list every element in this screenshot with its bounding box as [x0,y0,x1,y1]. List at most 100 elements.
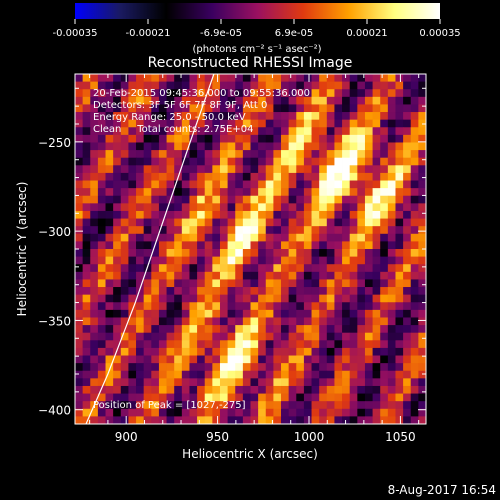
heatmap-pixel [151,264,160,273]
heatmap-pixel [242,81,251,90]
heatmap-pixel [288,401,297,410]
heatmap-pixel [204,188,213,197]
heatmap-pixel [212,408,221,417]
heatmap-pixel [227,134,236,143]
heatmap-pixel [288,142,297,151]
heatmap-pixel [357,172,366,181]
heatmap-pixel [197,378,206,387]
heatmap-pixel [410,157,419,166]
heatmap-pixel [235,218,244,227]
heatmap-pixel [97,378,106,387]
heatmap-pixel [235,127,244,136]
heatmap-pixel [181,226,190,235]
heatmap-pixel [334,256,343,265]
heatmap-pixel [242,271,251,280]
heatmap-pixel [372,188,381,197]
heatmap-pixel [158,81,167,90]
heatmap-pixel [395,355,404,364]
heatmap-pixel [342,256,351,265]
heatmap-pixel [242,302,251,311]
heatmap-pixel [82,271,91,280]
heatmap-pixel [151,165,160,174]
heatmap-pixel [372,226,381,235]
heatmap-pixel [136,150,145,159]
heatmap-pixel [197,195,206,204]
heatmap-pixel [296,233,305,242]
heatmap-pixel [296,188,305,197]
heatmap-pixel [410,264,419,273]
heatmap-pixel [174,188,183,197]
heatmap-pixel [250,271,259,280]
heatmap-pixel [113,256,122,265]
heatmap-pixel [319,370,328,379]
heatmap-pixel [250,302,259,311]
heatmap-pixel [319,218,328,227]
heatmap-pixel [334,165,343,174]
heatmap-pixel [410,104,419,113]
heatmap-pixel [113,309,122,318]
heatmap-pixel [364,134,373,143]
heatmap-pixel [158,340,167,349]
heatmap-pixel [364,393,373,402]
heatmap-pixel [174,302,183,311]
heatmap-pixel [364,249,373,258]
heatmap-pixel [166,172,175,181]
heatmap-pixel [242,241,251,250]
heatmap-pixel [357,249,366,258]
heatmap-pixel [143,210,152,219]
y-tick-label: −300 [38,225,71,239]
heatmap-pixel [204,363,213,372]
heatmap-pixel [319,195,328,204]
heatmap-pixel [174,127,183,136]
heatmap-pixel [158,370,167,379]
heatmap-pixel [281,302,290,311]
heatmap-pixel [319,287,328,296]
heatmap-pixel [273,408,282,417]
heatmap-pixel [181,134,190,143]
heatmap-pixel [357,332,366,341]
heatmap-pixel [136,218,145,227]
heatmap-pixel [387,233,396,242]
heatmap-pixel [166,241,175,250]
heatmap-pixel [273,96,282,105]
heatmap-pixel [189,271,198,280]
heatmap-pixel [372,325,381,334]
heatmap-pixel [75,188,84,197]
heatmap-pixel [288,203,297,212]
heatmap-pixel [288,218,297,227]
heatmap-pixel [97,271,106,280]
heatmap-pixel [326,81,335,90]
heatmap-pixel [296,408,305,417]
heatmap-pixel [395,188,404,197]
heatmap-pixel [242,287,251,296]
heatmap-pixel [120,188,129,197]
heatmap-pixel [105,157,114,166]
heatmap-pixel [143,142,152,151]
y-tick-label: −250 [38,136,71,150]
heatmap-pixel [113,332,122,341]
heatmap-pixel [349,416,358,424]
heatmap-pixel [334,271,343,280]
heatmap-pixel [158,203,167,212]
heatmap-pixel [250,256,259,265]
heatmap-pixel [97,180,106,189]
heatmap-pixel [143,96,152,105]
heatmap-pixel [342,142,351,151]
heatmap-pixel [357,363,366,372]
heatmap-pixel [357,89,366,98]
heatmap-pixel [197,256,206,265]
heatmap-pixel [311,401,320,410]
heatmap-pixel [242,104,251,113]
heatmap-pixel [281,165,290,174]
heatmap-pixel [113,134,122,143]
heatmap-pixel [364,287,373,296]
heatmap-pixel [357,226,366,235]
heatmap-pixel [204,172,213,181]
heatmap-pixel [387,287,396,296]
heatmap-pixel [204,180,213,189]
heatmap-pixel [418,195,426,204]
heatmap-pixel [288,119,297,128]
heatmap-pixel [82,142,91,151]
heatmap-pixel [189,89,198,98]
heatmap-pixel [97,96,106,105]
